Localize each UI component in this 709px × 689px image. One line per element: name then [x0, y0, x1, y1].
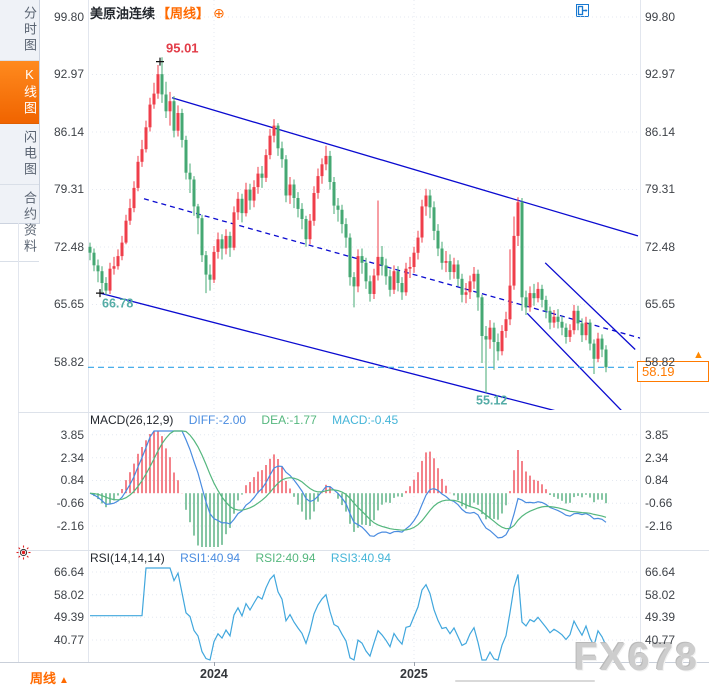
- svg-text:66.78: 66.78: [102, 296, 133, 310]
- macd-params-label: MACD(26,12,9): [90, 413, 174, 427]
- year-tick: [414, 662, 415, 666]
- rsi-panel-chart[interactable]: [88, 566, 640, 662]
- macd-axis-tick-label: -0.66: [645, 496, 673, 510]
- price-axis-tick-label: 79.31: [645, 182, 676, 196]
- exit-chart-icon[interactable]: [576, 4, 589, 17]
- watermark: FX678: [574, 636, 699, 679]
- sidebar-item-contract-info[interactable]: 合约资料: [0, 185, 39, 262]
- price-axis-tick-label: 92.97: [53, 67, 84, 81]
- rsi-axis-tick-label: 58.02: [53, 588, 84, 602]
- rsi1-value: RSI1:40.94: [180, 551, 241, 565]
- rsi-axis-tick-label: 66.64: [645, 565, 676, 579]
- rsi2-value: RSI2:40.94: [255, 551, 316, 565]
- macd-axis-tick-label: 0.84: [645, 473, 669, 487]
- rsi-axis-tick-label: 66.64: [53, 565, 84, 579]
- plot-left-border: [88, 0, 89, 662]
- left-rail-divider: [18, 223, 19, 662]
- price-axis-tick-label: 99.80: [53, 10, 84, 24]
- price-axis-tick-label: 72.48: [645, 240, 676, 254]
- sidebar-item-kline-chart[interactable]: K线图: [0, 61, 39, 124]
- rsi3-value: RSI3:40.94: [330, 551, 391, 565]
- price-axis-tick-label: 72.48: [53, 240, 84, 254]
- macd-diff-value: DIFF:-2.00: [188, 413, 247, 427]
- sidebar-item-time-chart[interactable]: 分时图: [0, 0, 39, 61]
- macd-axis-tick-label: -2.16: [645, 519, 673, 533]
- macd-panel-chart[interactable]: [88, 428, 640, 550]
- svg-text:55.12: 55.12: [476, 393, 507, 407]
- macd-axis-tick-label: -2.16: [56, 519, 84, 533]
- indicator-settings-icon[interactable]: [16, 545, 31, 560]
- rsi-axis-tick-label: 58.02: [645, 588, 676, 602]
- price-axis-tick-label: 58.82: [645, 355, 676, 369]
- rsi-axis-tick-label: 40.77: [53, 633, 84, 647]
- rsi-header: RSI(14,14,14) RSI1:40.94 RSI2:40.94 RSI3…: [90, 551, 403, 565]
- rsi-axis-tick-label: 40.77: [645, 633, 676, 647]
- macd-header: MACD(26,12,9) DIFF:-2.00 DEA:-1.77 MACD:…: [90, 413, 410, 427]
- rsi-params-label: RSI(14,14,14): [90, 551, 165, 565]
- main-candlestick-chart[interactable]: 95.01 66.78 55.12: [88, 0, 640, 410]
- macd-dea-value: DEA:-1.77: [261, 413, 317, 427]
- macd-axis-tick-label: 3.85: [645, 428, 669, 442]
- sidebar: 分时图 K线图 闪电图 合约资料: [0, 0, 40, 262]
- sidebar-item-flash-chart[interactable]: 闪电图: [0, 124, 39, 185]
- macd-axis-tick-label: 2.34: [60, 451, 84, 465]
- price-axis-tick-label: 65.65: [645, 297, 676, 311]
- symbol-name: 美原油连续: [90, 6, 156, 21]
- price-axis-tick-label: 86.14: [645, 125, 676, 139]
- add-indicator-icon[interactable]: ⊕: [213, 5, 225, 21]
- price-axis-tick-label: 65.65: [53, 297, 84, 311]
- macd-axis-tick-label: 3.85: [60, 428, 84, 442]
- rsi-axis-tick-label: 49.39: [645, 610, 676, 624]
- price-axis-tick-label: 92.97: [645, 67, 676, 81]
- rsi-axis-tick-label: 49.39: [53, 610, 84, 624]
- macd-rsi-divider: [18, 550, 709, 551]
- plot-right-border: [640, 0, 641, 662]
- main-macd-divider: [18, 412, 709, 413]
- macd-axis-tick-label: -0.66: [56, 496, 84, 510]
- time-axis-bar: [0, 662, 709, 689]
- dropdown-arrow-icon: ▲: [59, 675, 69, 686]
- price-axis-tick-label: 99.80: [645, 10, 676, 24]
- year-label: 2025: [400, 667, 428, 681]
- horizontal-scrollbar[interactable]: [455, 680, 595, 682]
- period-dropdown-label: 周线: [30, 671, 57, 686]
- price-axis-tick-label: 86.14: [53, 125, 84, 139]
- price-up-arrow-icon: ▲: [693, 349, 704, 361]
- macd-axis-tick-label: 0.84: [60, 473, 84, 487]
- macd-hist-value: MACD:-0.45: [332, 413, 399, 427]
- year-label: 2024: [200, 667, 228, 681]
- year-tick: [214, 662, 215, 666]
- macd-axis-tick-label: 2.34: [645, 451, 669, 465]
- price-axis-tick-label: 79.31: [53, 182, 84, 196]
- period-dropdown[interactable]: 周线 ▲: [30, 668, 69, 687]
- svg-text:95.01: 95.01: [166, 40, 199, 55]
- price-axis-tick-label: 58.82: [53, 355, 84, 369]
